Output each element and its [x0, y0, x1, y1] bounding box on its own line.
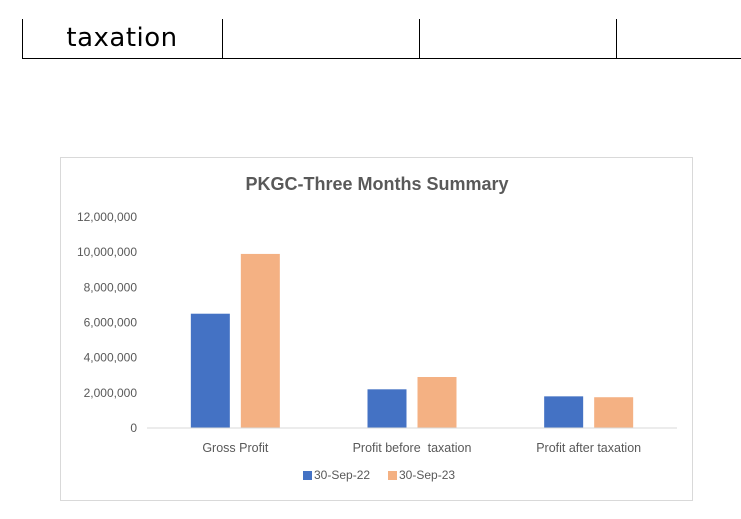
legend-swatch [303, 471, 312, 480]
y-tick-label: 12,000,000 [77, 210, 137, 224]
bar-30-Sep-23-2 [594, 397, 634, 428]
bar-chart: PKGC-Three Months Summary 0 2,000,000 4,00… [77, 174, 677, 482]
bars [190, 253, 634, 428]
table-left-border [22, 19, 23, 59]
table-cell-text: taxation [66, 23, 178, 53]
bar-30-Sep-23-0 [240, 253, 280, 428]
y-tick-label: 8,000,000 [84, 280, 138, 294]
legend-label: 30-Sep-23 [399, 468, 455, 482]
table-cell-1 [22, 19, 223, 58]
legend-label: 30-Sep-22 [314, 468, 370, 482]
legend: 30-Sep-22 30-Sep-23 [303, 468, 455, 482]
table-cell-3 [420, 19, 617, 58]
y-tick-label: 4,000,000 [84, 351, 138, 365]
header-table-fragment: taxation [0, 0, 741, 60]
x-tick-label: Profit before taxation [353, 441, 472, 455]
legend-swatch [388, 471, 397, 480]
bar-30-Sep-22-0 [190, 313, 230, 428]
y-tick-label: 2,000,000 [84, 386, 138, 400]
y-tick-label: 10,000,000 [77, 245, 137, 259]
chart-title: PKGC-Three Months Summary [245, 174, 508, 194]
x-axis: Gross Profit Profit before taxation Profit… [202, 441, 641, 455]
y-axis: 0 2,000,000 4,000,000 6,000,000 8,000,000 10,… [77, 210, 137, 435]
x-tick-label: Profit after taxation [536, 441, 641, 455]
bar-30-Sep-22-2 [544, 396, 584, 428]
table-bottom-border [22, 58, 741, 59]
chart-container: PKGC-Three Months Summary 0 2,000,000 4,00… [60, 157, 693, 501]
y-tick-label: 6,000,000 [84, 316, 138, 330]
bar-30-Sep-22-1 [367, 389, 407, 428]
y-tick-label: 0 [130, 421, 137, 435]
x-tick-label: Gross Profit [202, 441, 269, 455]
table-cell-2 [223, 19, 420, 58]
bar-30-Sep-23-1 [417, 377, 457, 428]
